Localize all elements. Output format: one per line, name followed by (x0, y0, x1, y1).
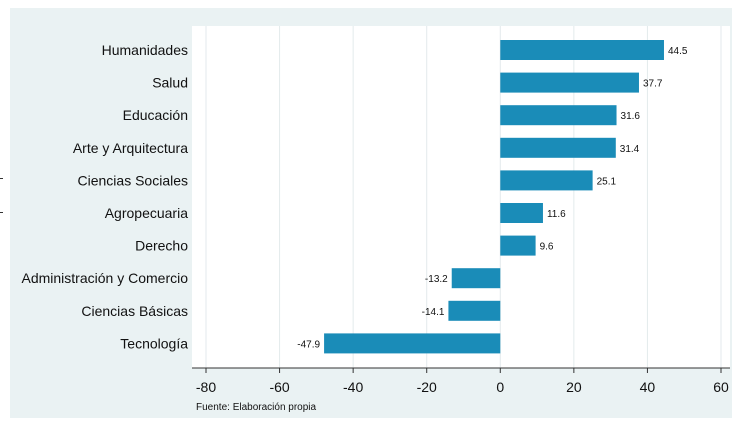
data-label: -47.9 (297, 339, 320, 350)
data-label: -13.2 (425, 274, 448, 285)
x-tick-label: -80 (196, 379, 216, 395)
x-tick-label: -60 (269, 379, 289, 395)
category-labels: Humanidades Salud Educación Arte y Arquitec… (22, 42, 189, 351)
x-tick-label: -20 (417, 379, 437, 395)
category-label: Arte y Arquitectura (73, 140, 188, 156)
bar (500, 105, 617, 126)
bar (500, 235, 536, 256)
bar (324, 333, 501, 354)
category-label: Agropecuaria (105, 205, 188, 221)
data-label: 11.6 (547, 209, 566, 220)
category-label: Ciencias Sociales (78, 172, 189, 188)
category-label: Administración y Comercio (22, 270, 189, 286)
x-tick-label: 0 (496, 379, 504, 395)
data-label: 37.7 (643, 79, 663, 90)
bar (500, 203, 543, 223)
data-label: -14.1 (422, 307, 445, 318)
category-label: Salud (152, 75, 188, 91)
category-label: Ciencias Básicas (81, 303, 188, 319)
category-label: Derecho (135, 238, 188, 254)
bar (500, 72, 639, 93)
data-label: 25.1 (597, 176, 617, 187)
source-note: Fuente: Elaboración propia (196, 402, 317, 413)
x-tick-label: -40 (343, 379, 363, 395)
bar (500, 137, 616, 158)
category-label: Educación (123, 107, 188, 123)
x-tick-label: 20 (566, 379, 582, 395)
bar (451, 268, 501, 289)
bar (448, 300, 501, 321)
bar (500, 40, 664, 60)
bars (324, 40, 664, 354)
data-label: 31.6 (621, 111, 641, 122)
edge-mark (0, 212, 3, 213)
data-labels: 44.5 37.7 31.6 31.4 25.1 11.6 9.6 -13.2 -14.1 -47… (297, 46, 688, 350)
bar (500, 170, 593, 191)
data-label: 9.6 (540, 242, 554, 253)
category-label: Humanidades (102, 42, 188, 58)
edge-mark (0, 178, 3, 179)
category-label: Tecnología (120, 335, 188, 351)
data-label: 44.5 (668, 46, 688, 57)
x-tick-label: 40 (640, 379, 656, 395)
grid-lines (205, 26, 722, 368)
x-tick-label: 60 (713, 379, 729, 395)
x-axis-ticks: -80 -60 -40 -20 0 20 40 60 (196, 368, 729, 395)
data-label: 31.4 (620, 144, 640, 155)
